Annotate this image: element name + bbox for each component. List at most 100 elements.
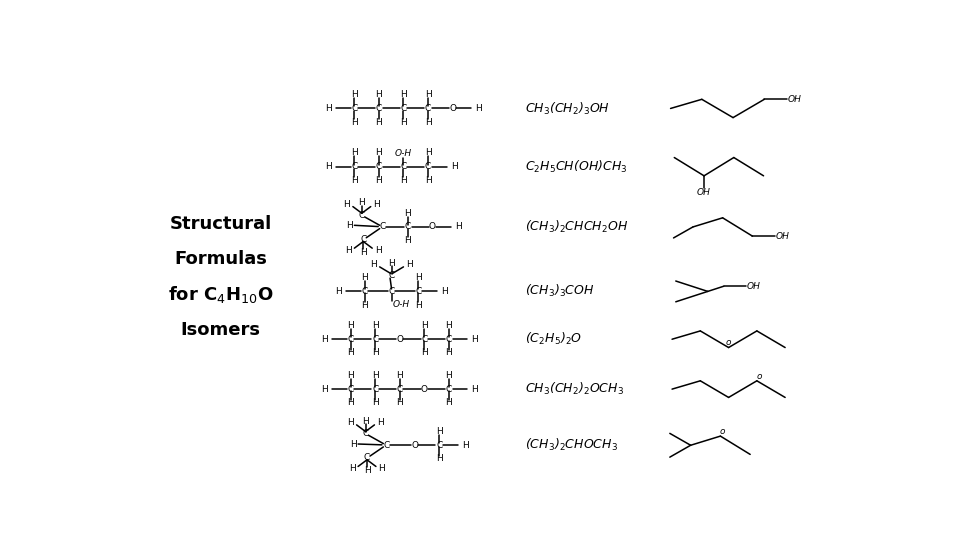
Text: H: H (360, 248, 367, 257)
Text: H: H (350, 440, 357, 449)
Text: C: C (425, 104, 431, 113)
Text: H: H (445, 399, 452, 407)
Text: H: H (471, 335, 478, 344)
Text: H: H (424, 176, 431, 185)
Text: H: H (372, 371, 378, 380)
Text: C: C (445, 384, 452, 394)
Text: H: H (388, 259, 395, 268)
Text: H: H (396, 399, 403, 407)
Text: C: C (351, 162, 357, 171)
Text: C: C (360, 235, 367, 244)
Text: H: H (372, 348, 378, 357)
Text: H: H (322, 335, 328, 344)
Text: H: H (375, 148, 382, 158)
Text: H: H (372, 321, 378, 330)
Text: H: H (362, 417, 369, 426)
Text: H: H (415, 301, 421, 309)
Text: C: C (372, 335, 378, 344)
Text: C: C (364, 453, 371, 462)
Text: H: H (420, 321, 427, 330)
Text: (CH$_3$)$_3$COH: (CH$_3$)$_3$COH (525, 284, 595, 300)
Text: C: C (348, 384, 354, 394)
Text: CH$_3$(CH$_2$)$_2$OCH$_3$: CH$_3$(CH$_2$)$_2$OCH$_3$ (525, 381, 625, 397)
Text: H: H (377, 418, 384, 427)
Text: H: H (471, 384, 478, 394)
Text: C: C (416, 287, 421, 296)
Text: OH: OH (697, 188, 711, 197)
Text: C: C (383, 441, 390, 450)
Text: H: H (375, 118, 382, 127)
Text: C: C (362, 429, 369, 438)
Text: H: H (324, 104, 332, 113)
Text: O: O (420, 384, 428, 394)
Text: C: C (405, 222, 411, 232)
Text: H: H (404, 236, 411, 245)
Text: H: H (373, 200, 380, 209)
Text: H: H (348, 348, 354, 357)
Text: CH$_3$(CH$_2$)$_3$OH: CH$_3$(CH$_2$)$_3$OH (525, 100, 611, 117)
Text: C: C (375, 162, 382, 171)
Text: C: C (400, 104, 407, 113)
Text: C: C (400, 162, 407, 171)
Text: H: H (424, 118, 431, 127)
Text: H: H (436, 427, 443, 436)
Text: (CH$_3$)$_2$CHOCH$_3$: (CH$_3$)$_2$CHOCH$_3$ (525, 437, 618, 453)
Text: H: H (436, 455, 443, 463)
Text: H: H (374, 246, 381, 255)
Text: for C$_4$H$_{10}$O: for C$_4$H$_{10}$O (168, 284, 274, 305)
Text: H: H (462, 441, 468, 450)
Text: H: H (335, 287, 342, 296)
Text: H: H (361, 301, 368, 309)
Text: H: H (372, 399, 378, 407)
Text: OH: OH (747, 282, 760, 291)
Text: o: o (756, 372, 762, 381)
Text: H: H (348, 399, 354, 407)
Text: H: H (455, 222, 462, 232)
Text: H: H (348, 321, 354, 330)
Text: C: C (348, 335, 354, 344)
Text: H: H (445, 371, 452, 380)
Text: H: H (364, 465, 371, 475)
Text: o: o (720, 427, 726, 436)
Text: H: H (396, 371, 403, 380)
Text: O: O (449, 104, 456, 113)
Text: H: H (348, 371, 354, 380)
Text: H: H (361, 273, 368, 282)
Text: OH: OH (776, 232, 789, 241)
Text: H: H (378, 464, 385, 473)
Text: H: H (348, 418, 354, 427)
Text: H: H (344, 200, 350, 209)
Text: (C$_2$H$_5$)$_2$O: (C$_2$H$_5$)$_2$O (525, 331, 583, 347)
Text: H: H (351, 118, 358, 127)
Text: H: H (445, 321, 452, 330)
Text: H: H (424, 148, 431, 158)
Text: H: H (345, 246, 351, 255)
Text: H: H (400, 176, 407, 185)
Text: C: C (379, 222, 386, 232)
Text: H: H (441, 287, 447, 296)
Text: H: H (420, 348, 427, 357)
Text: H: H (351, 90, 358, 99)
Text: OH: OH (787, 95, 802, 104)
Text: H: H (351, 148, 358, 158)
Text: C: C (351, 104, 357, 113)
Text: O: O (396, 335, 403, 344)
Text: C: C (396, 384, 403, 394)
Text: H: H (450, 162, 457, 171)
Text: C: C (436, 441, 443, 450)
Text: C: C (359, 211, 365, 220)
Text: C: C (372, 384, 378, 394)
Text: H: H (358, 198, 365, 207)
Text: C: C (375, 104, 382, 113)
Text: H: H (324, 162, 332, 171)
Text: H: H (322, 384, 328, 394)
Text: C: C (425, 162, 431, 171)
Text: H: H (406, 260, 413, 269)
Text: H: H (445, 348, 452, 357)
Text: H: H (375, 176, 382, 185)
Text: O-H: O-H (395, 149, 412, 158)
Text: H: H (400, 118, 407, 127)
Text: H: H (351, 176, 358, 185)
Text: O: O (411, 441, 419, 450)
Text: H: H (415, 273, 421, 282)
